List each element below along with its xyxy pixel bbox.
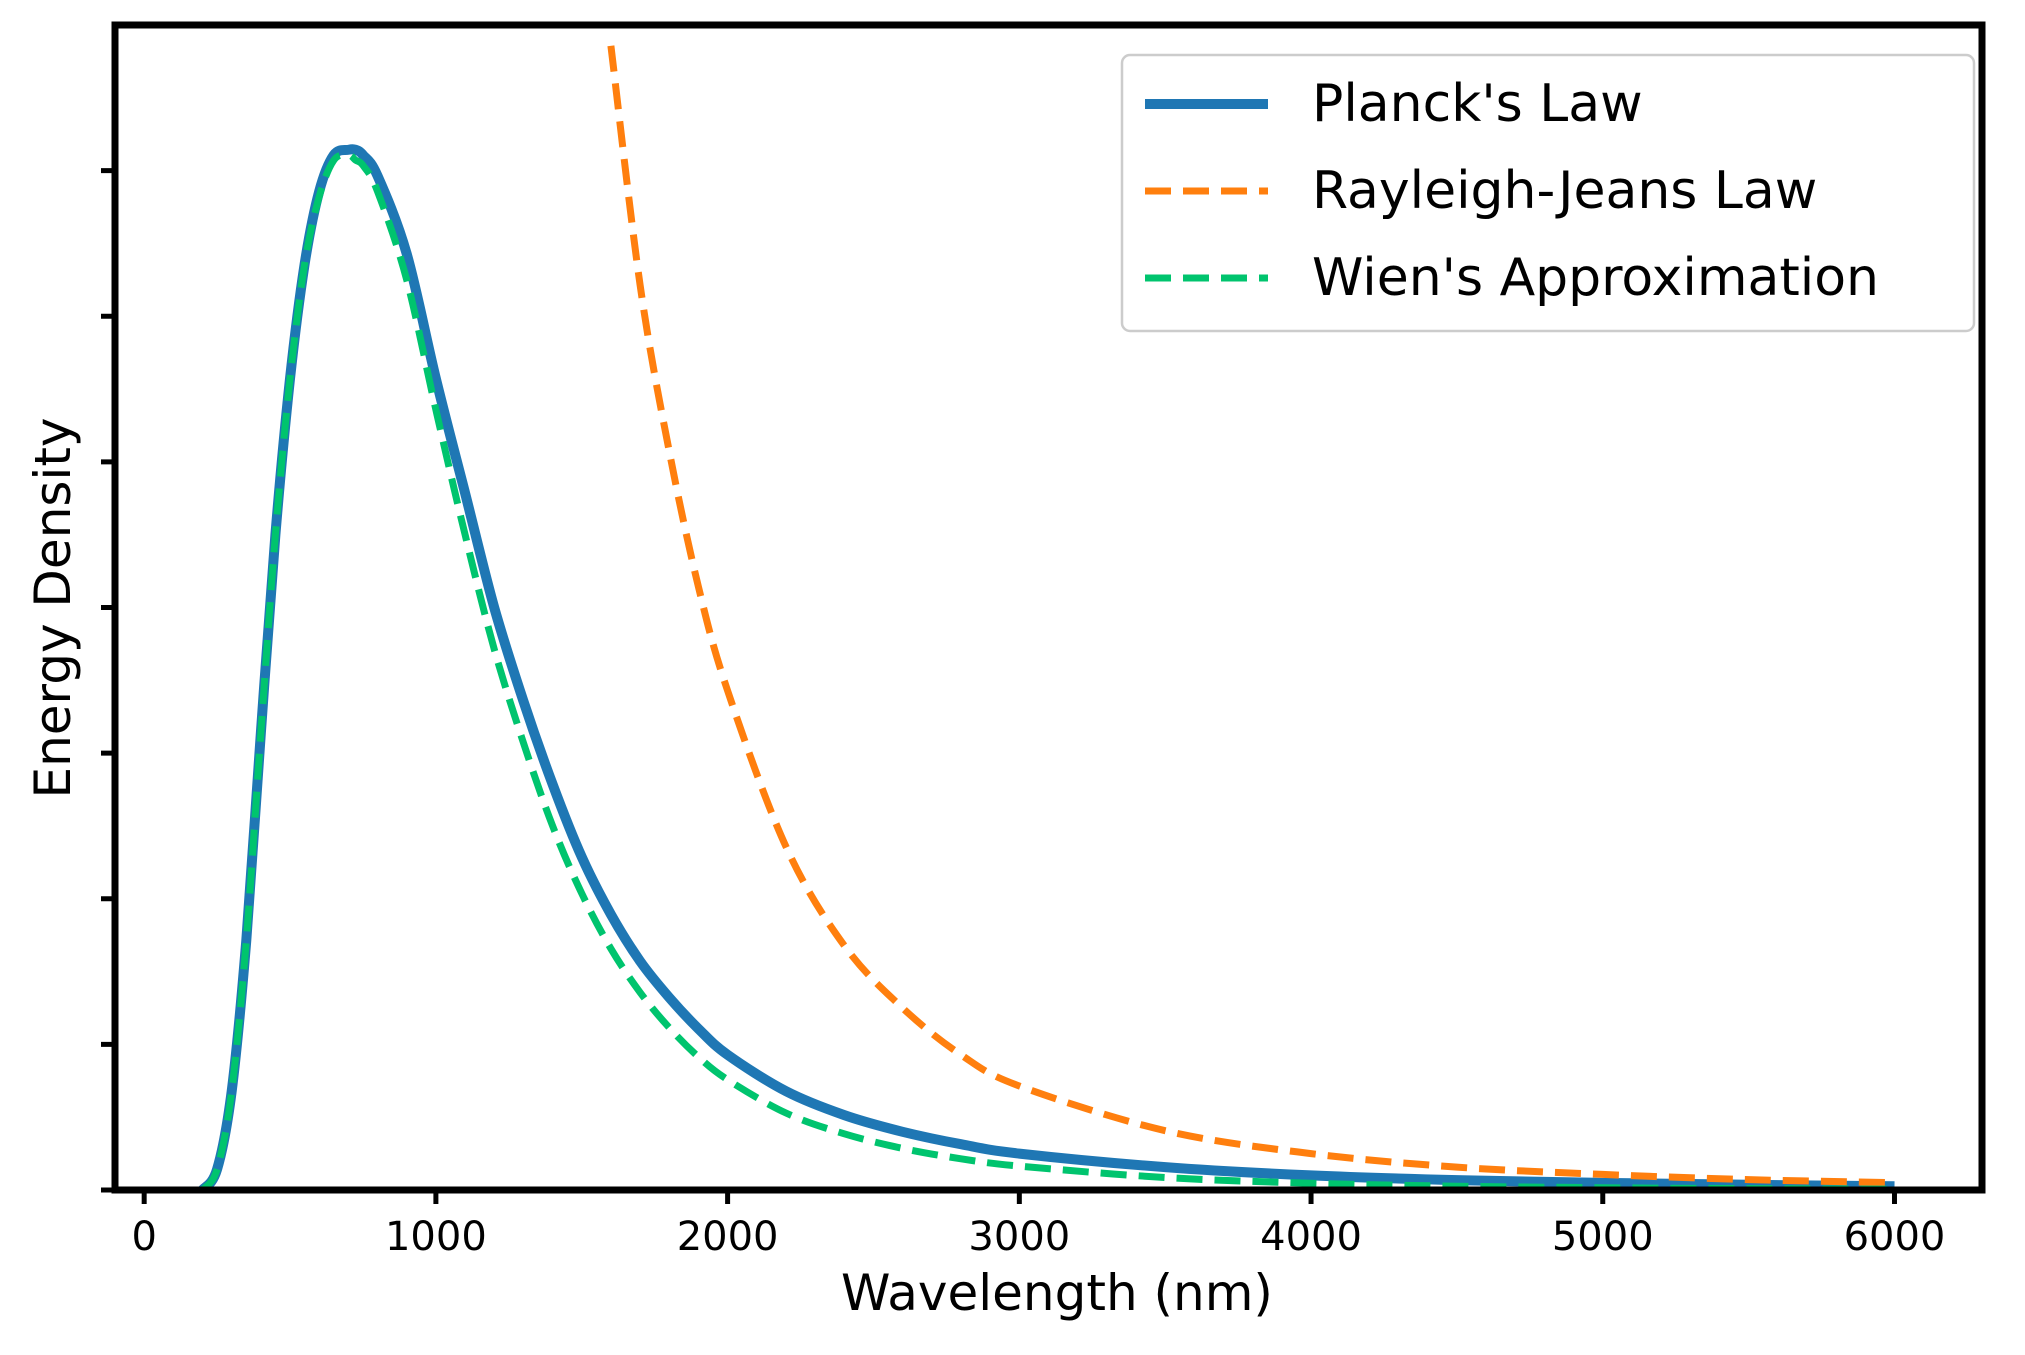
legend-label: Wien's Approximation: [1312, 248, 1879, 308]
x-tick-label: 4000: [1260, 1214, 1362, 1260]
x-tick-label: 6000: [1844, 1214, 1946, 1260]
legend-label: Rayleigh-Jeans Law: [1312, 161, 1817, 221]
x-tick-label: 5000: [1552, 1214, 1654, 1260]
x-tick-label: 0: [131, 1214, 156, 1260]
series-layer: [198, 45, 1895, 1190]
legend-label: Planck's Law: [1312, 74, 1643, 134]
legend-box: [1120, 53, 1976, 333]
series-line-wien-s-approximation: [199, 151, 1895, 1190]
x-axis-label: Wavelength (nm): [841, 1264, 1273, 1322]
y-axis-label: Energy Density: [24, 417, 82, 798]
ticks-layer: 0 1000 2000 3000 4000 5000 6000: [101, 168, 1946, 1260]
x-tick-label: 1000: [385, 1214, 487, 1260]
legend-items: Planck's Law Rayleigh-Jeans Law Wien's App…: [1145, 74, 1879, 308]
x-tick-label: 2000: [677, 1214, 779, 1260]
legend: Planck's Law Rayleigh-Jeans Law Wien's App…: [1120, 53, 1976, 333]
x-tick-label: 3000: [968, 1214, 1070, 1260]
